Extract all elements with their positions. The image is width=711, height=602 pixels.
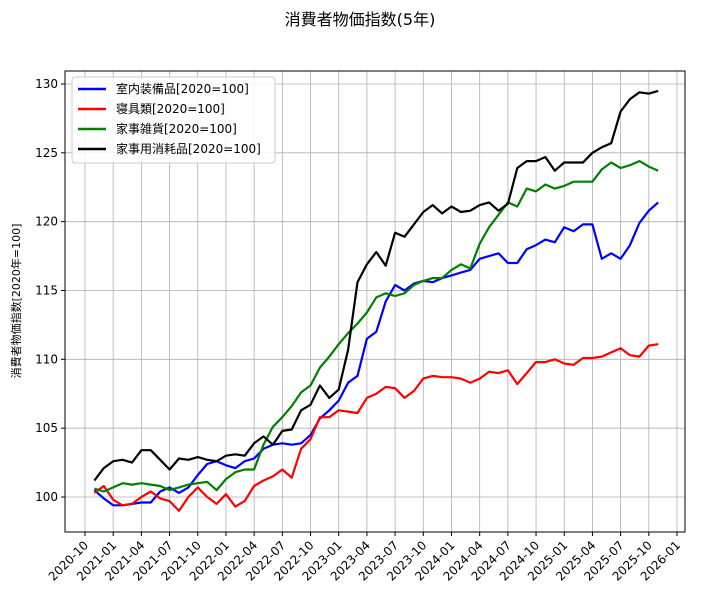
legend-label: 寝具類[2020=100] (116, 101, 225, 116)
series-line-2 (94, 160, 659, 493)
legend: 室内装備品[2020=100] 寝具類[2020=100] 家事雑貨[2020=10… (71, 76, 276, 164)
plot-frame (64, 70, 686, 533)
y-tick-label: 115 (35, 284, 58, 298)
legend-box (71, 76, 276, 164)
data-lines (93, 89, 659, 512)
series-line-0 (93, 201, 659, 507)
y-tick-label: 120 (35, 215, 58, 229)
series-line-3 (93, 89, 659, 482)
legend-label: 家事雑貨[2020=100] (116, 121, 237, 136)
y-tick-label: 105 (35, 421, 58, 435)
y-tick-label: 100 (35, 490, 58, 504)
y-tick-label: 110 (35, 352, 58, 366)
y-axis-label: 消費者物価指数[2020年=100] (9, 224, 23, 379)
y-tick-label: 125 (35, 146, 58, 160)
legend-label: 室内装備品[2020=100] (116, 81, 249, 96)
legend-label: 家事用消耗品[2020=100] (116, 141, 261, 156)
x-axis: 2020-102021-012021-042021-072021-102022-… (46, 532, 683, 584)
y-tick-label: 130 (35, 77, 58, 91)
y-axis: 100 105 110 115 120 125 130 (35, 77, 65, 504)
chart-title: 消費者物価指数(5年) (285, 10, 436, 29)
series-line-1 (93, 343, 659, 512)
